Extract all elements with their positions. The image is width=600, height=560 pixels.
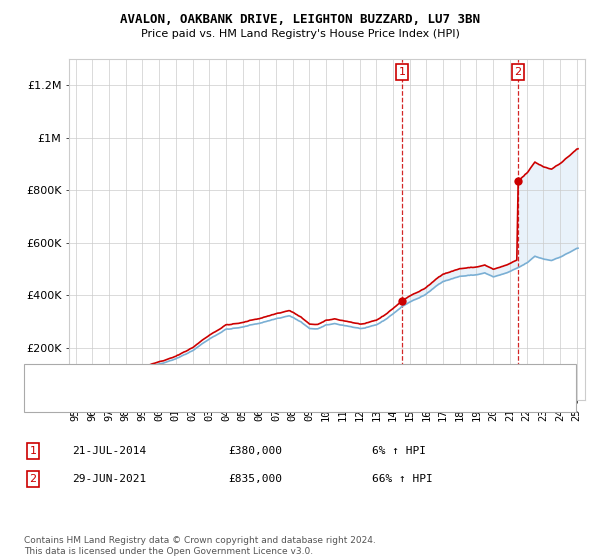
Text: 21-JUL-2014: 21-JUL-2014 [72, 446, 146, 456]
Text: Contains HM Land Registry data © Crown copyright and database right 2024.
This d: Contains HM Land Registry data © Crown c… [24, 536, 376, 556]
Text: 1: 1 [398, 67, 406, 77]
Text: 1: 1 [29, 446, 37, 456]
Text: 29-JUN-2021: 29-JUN-2021 [72, 474, 146, 484]
Text: AVALON, OAKBANK DRIVE, LEIGHTON BUZZARD, LU7 3BN: AVALON, OAKBANK DRIVE, LEIGHTON BUZZARD,… [120, 13, 480, 26]
Text: AVALON, OAKBANK DRIVE, LEIGHTON BUZZARD, LU7 3BN (detached house): AVALON, OAKBANK DRIVE, LEIGHTON BUZZARD,… [69, 372, 463, 382]
Text: 6% ↑ HPI: 6% ↑ HPI [372, 446, 426, 456]
Text: —: — [39, 391, 55, 406]
Text: £835,000: £835,000 [228, 474, 282, 484]
Text: Price paid vs. HM Land Registry's House Price Index (HPI): Price paid vs. HM Land Registry's House … [140, 29, 460, 39]
Text: 2: 2 [514, 67, 521, 77]
Text: —: — [39, 370, 55, 385]
Text: 66% ↑ HPI: 66% ↑ HPI [372, 474, 433, 484]
Text: HPI: Average price, detached house, Central Bedfordshire: HPI: Average price, detached house, Cent… [69, 393, 370, 403]
Text: £380,000: £380,000 [228, 446, 282, 456]
Text: 2: 2 [29, 474, 37, 484]
